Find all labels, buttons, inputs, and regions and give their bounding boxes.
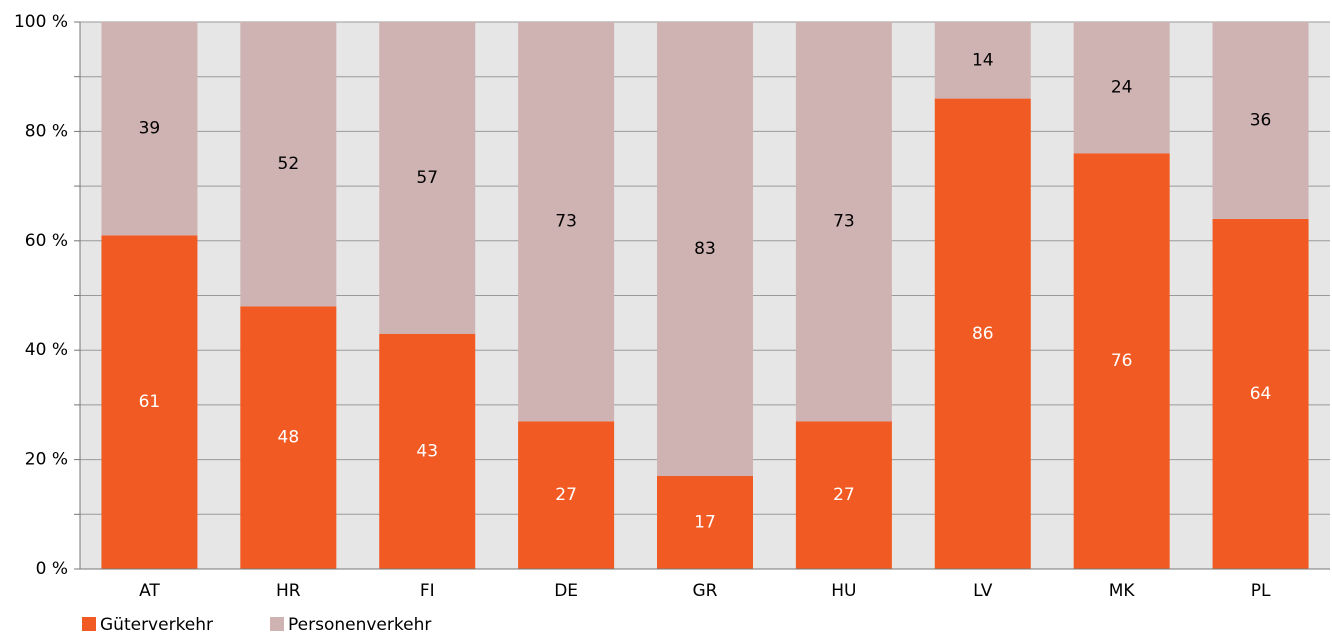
- bar-segment: [795, 22, 892, 422]
- y-tick-label: 100 %: [14, 12, 68, 32]
- y-tick-label: 60 %: [25, 231, 68, 251]
- data-label: 76: [1111, 351, 1133, 371]
- bar-segment: [1073, 153, 1170, 569]
- data-label: 27: [833, 485, 855, 505]
- x-tick-label: MK: [1109, 581, 1136, 601]
- bar-segment: [518, 22, 615, 422]
- y-tick-label: 20 %: [25, 450, 68, 470]
- bar-segment: [657, 476, 753, 569]
- data-label: 39: [139, 119, 161, 139]
- data-label: 48: [278, 428, 300, 448]
- bar-segment: [1212, 22, 1309, 219]
- x-tick-label: LV: [973, 581, 993, 601]
- x-tick-label: PL: [1251, 581, 1271, 601]
- data-label: 17: [694, 513, 716, 533]
- x-tick-label: HR: [276, 581, 301, 601]
- bar-segment: [518, 421, 615, 569]
- y-tick-label: 80 %: [25, 121, 68, 141]
- legend-swatch: [82, 617, 96, 631]
- data-label: 86: [972, 324, 994, 344]
- data-label: 73: [555, 212, 577, 232]
- bar-segment: [379, 22, 476, 334]
- y-tick-label: 0 %: [36, 559, 68, 579]
- data-label: 24: [1111, 78, 1133, 98]
- bar-segment: [240, 22, 337, 307]
- bar-segment: [1212, 218, 1309, 570]
- bar-segment: [795, 421, 892, 569]
- y-tick-label: 40 %: [25, 340, 68, 360]
- bar-segment: [934, 98, 1031, 569]
- data-label: 27: [555, 485, 577, 505]
- bar-segment: [657, 22, 753, 477]
- bar-segment: [379, 333, 476, 569]
- data-label: 83: [694, 239, 716, 259]
- data-label: 52: [278, 154, 300, 174]
- x-tick-label: GR: [693, 581, 718, 601]
- x-tick-label: FI: [420, 581, 435, 601]
- bar-segment: [934, 22, 1031, 99]
- x-tick-label: DE: [554, 581, 578, 601]
- legend-swatch: [270, 617, 284, 631]
- legend-label: Güterverkehr: [100, 615, 213, 633]
- x-tick-label: AT: [139, 581, 160, 601]
- bar-segment: [240, 306, 337, 569]
- data-label: 64: [1250, 384, 1272, 404]
- data-label: 61: [139, 392, 161, 412]
- data-label: 73: [833, 212, 855, 232]
- data-label: 43: [416, 441, 438, 461]
- bar-segment: [101, 22, 198, 236]
- x-tick-label: HU: [831, 581, 856, 601]
- bar-segment: [1073, 22, 1170, 154]
- bar-segment: [101, 235, 198, 569]
- data-label: 14: [972, 50, 994, 70]
- legend-label: Personenverkehr: [288, 615, 431, 633]
- data-label: 57: [416, 168, 438, 188]
- data-label: 36: [1250, 110, 1272, 130]
